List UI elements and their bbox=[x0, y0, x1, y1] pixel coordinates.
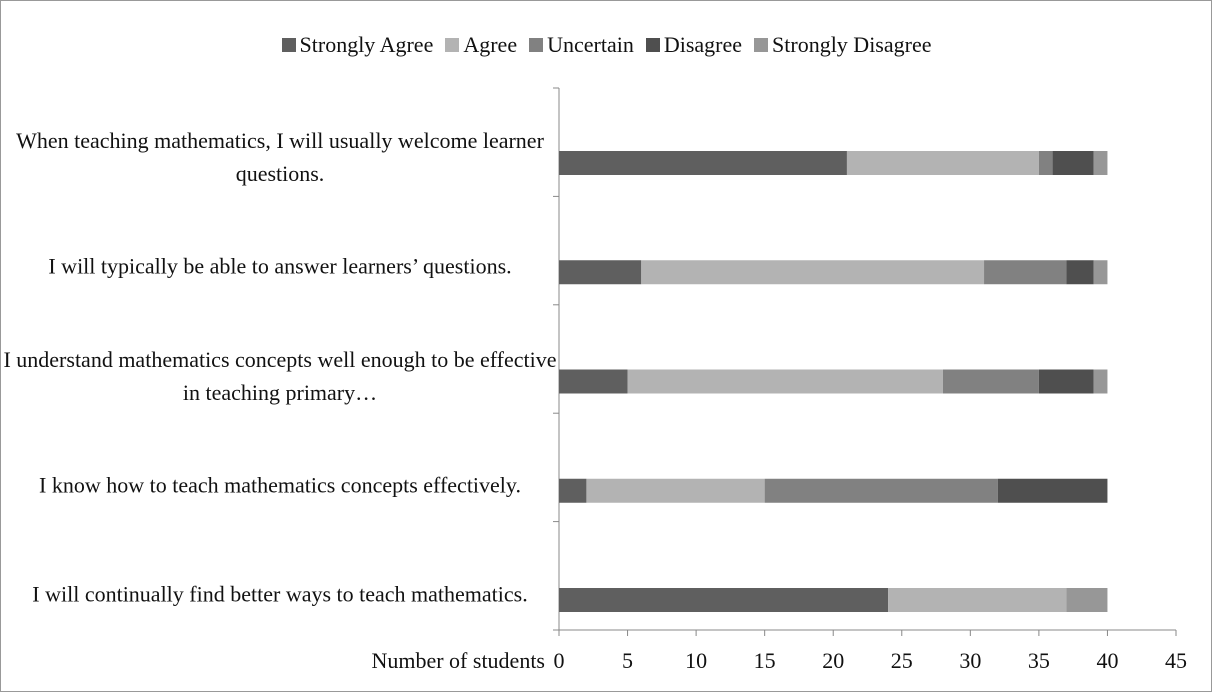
bar-segment bbox=[1066, 588, 1108, 612]
x-tick-label: 25 bbox=[891, 648, 913, 673]
legend: Strongly Agree Agree Uncertain Disagree Stro… bbox=[0, 32, 1213, 58]
legend-swatch bbox=[645, 38, 660, 52]
legend-label: Strongly Agree bbox=[299, 32, 434, 57]
bar-segment bbox=[586, 478, 765, 503]
bar-segment bbox=[997, 478, 1108, 503]
legend-swatch bbox=[754, 38, 769, 52]
legend-item: Strongly Agree bbox=[281, 32, 434, 58]
bar-segment bbox=[942, 369, 1039, 394]
category-label: I understand mathematics concepts well e… bbox=[3, 346, 557, 405]
x-axis-title: Number of students bbox=[371, 648, 545, 673]
bar-segment bbox=[1093, 151, 1108, 175]
bar-segment bbox=[559, 260, 642, 285]
bar-segment bbox=[559, 478, 587, 503]
bar-segment bbox=[764, 478, 998, 503]
bar-segment bbox=[1093, 260, 1108, 285]
category-label: I will typically be able to answer learn… bbox=[48, 253, 512, 279]
x-tick-label: 35 bbox=[1028, 648, 1050, 673]
x-tick-label: 10 bbox=[685, 648, 707, 673]
x-tick-label: 5 bbox=[622, 648, 633, 673]
bar-segment bbox=[559, 588, 889, 612]
x-tick-label: 30 bbox=[959, 648, 981, 673]
bar-segment bbox=[641, 260, 985, 285]
x-tick-label: 15 bbox=[754, 648, 776, 673]
bar-segment bbox=[1038, 369, 1094, 394]
x-tick-label: 20 bbox=[822, 648, 844, 673]
legend-item: Disagree bbox=[645, 32, 743, 58]
x-tick-label: 45 bbox=[1165, 648, 1187, 673]
legend-label: Strongly Disagree bbox=[772, 32, 932, 57]
x-tick-label: 40 bbox=[1096, 648, 1118, 673]
bar-segment bbox=[888, 588, 1067, 612]
x-tick-label: 0 bbox=[554, 648, 565, 673]
bar-segment bbox=[627, 369, 943, 394]
bar-segment bbox=[984, 260, 1067, 285]
bar-segment bbox=[559, 369, 628, 394]
bar-segment bbox=[1093, 369, 1108, 394]
legend-label: Uncertain bbox=[547, 32, 634, 57]
bar-segment bbox=[1038, 151, 1053, 175]
bar-segment bbox=[1066, 260, 1094, 285]
category-label: I know how to teach mathematics concepts… bbox=[39, 472, 521, 498]
legend-swatch bbox=[445, 38, 460, 52]
legend-label: Disagree bbox=[663, 32, 743, 57]
legend-swatch bbox=[281, 38, 296, 52]
legend-item: Uncertain bbox=[529, 32, 634, 58]
bar-segment bbox=[1052, 151, 1094, 175]
bar-segment bbox=[846, 151, 1039, 175]
legend-item: Strongly Disagree bbox=[754, 32, 931, 58]
category-label: I will continually find better ways to t… bbox=[32, 581, 528, 607]
legend-swatch bbox=[529, 38, 544, 52]
legend-label: Agree bbox=[463, 32, 518, 57]
category-label: When teaching mathematics, I will usuall… bbox=[16, 128, 544, 186]
bar-segment bbox=[559, 151, 847, 175]
legend-item: Agree bbox=[445, 32, 517, 58]
